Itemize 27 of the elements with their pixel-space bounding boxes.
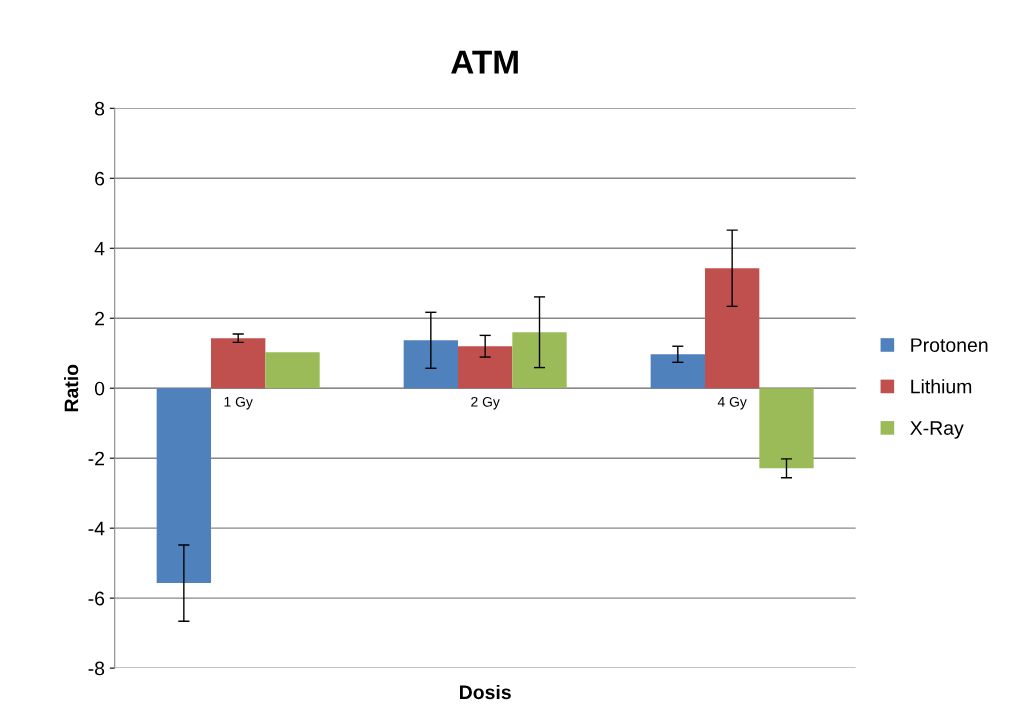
bar xyxy=(211,338,266,389)
bar xyxy=(458,346,513,389)
y-tick-label: 4 xyxy=(94,241,105,256)
y-tick-label: 0 xyxy=(94,381,105,396)
x-tick-label: 2 Gy xyxy=(471,396,500,410)
bar xyxy=(512,332,567,389)
y-tick-label: -8 xyxy=(88,661,105,676)
y-tick-label: 6 xyxy=(95,171,105,186)
bar xyxy=(759,388,814,469)
y-tick-label: 8 xyxy=(95,101,105,116)
legend-label: Protonen xyxy=(911,338,988,352)
bar xyxy=(265,352,320,389)
legend-label: X-Ray xyxy=(910,421,964,439)
y-axis-title: Ratio xyxy=(64,364,79,412)
legend-label: Lithium xyxy=(911,379,972,394)
chart-title: ATM xyxy=(451,50,518,74)
x-tick-label: 4 Gy xyxy=(717,396,747,410)
y-tick-label: -6 xyxy=(88,591,105,606)
x-axis-title: Dosis xyxy=(460,684,511,700)
x-tick-label: 1 Gy xyxy=(224,396,253,410)
bar xyxy=(403,340,458,389)
bar xyxy=(650,354,705,389)
y-tick-label: -2 xyxy=(88,451,104,466)
y-tick-label: 2 xyxy=(95,311,104,326)
bar xyxy=(704,268,760,389)
bar xyxy=(156,388,212,584)
y-tick-label: -4 xyxy=(88,521,105,536)
